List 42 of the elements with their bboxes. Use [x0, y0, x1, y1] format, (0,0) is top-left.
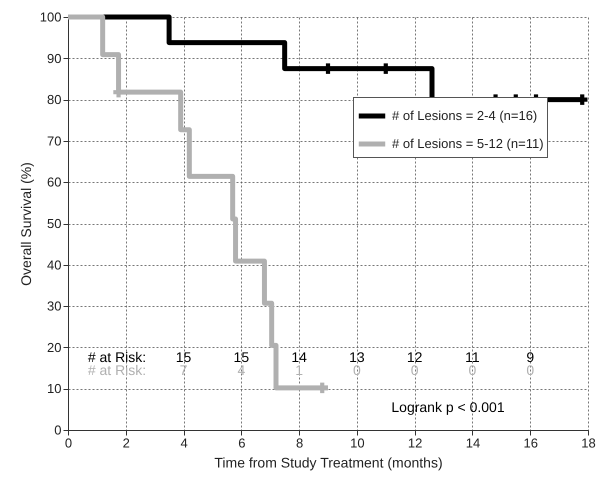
x-tick-label: 0 — [64, 436, 72, 450]
annotation: 7 — [180, 362, 188, 378]
annotation: 4 — [237, 362, 246, 378]
y-tick-label: 60 — [47, 174, 62, 190]
annotation: 15 — [176, 349, 192, 365]
annotation: Logrank p < 0.001 — [391, 399, 505, 415]
annotation: 1 — [295, 362, 304, 378]
annotation: 0 — [410, 362, 419, 378]
x-tick-label: 2 — [122, 436, 130, 450]
annotation: 14 — [291, 349, 308, 365]
annotation: 0 — [526, 362, 534, 378]
legend-label: # of Lesions = 2-4 (n=16) — [392, 108, 538, 123]
annotation: 9 — [526, 349, 534, 365]
x-tick-label: 10 — [350, 436, 365, 450]
x-tick-label: 18 — [581, 436, 596, 450]
y-tick-label: 80 — [47, 92, 62, 108]
y-axis-title: Overall Survival (%) — [18, 162, 34, 286]
x-tick-label: 4 — [180, 436, 188, 450]
annotation: 12 — [406, 349, 423, 365]
x-tick-label: 14 — [466, 436, 480, 450]
annotation: 13 — [349, 349, 365, 365]
y-tick-label: 0 — [54, 422, 62, 438]
annotation: # at Risk: — [88, 362, 146, 378]
x-axis-title: Time from Study Treatment (months) — [214, 454, 443, 470]
x-tick-label: 6 — [238, 436, 246, 450]
y-tick-label: 90 — [47, 50, 62, 66]
y-tick-label: 50 — [47, 216, 62, 231]
y-tick-label: 70 — [47, 133, 62, 148]
annotation: 0 — [468, 362, 477, 378]
annotation: 0 — [352, 362, 361, 378]
x-tick-label: 12 — [408, 436, 422, 450]
legend-label: # of Lesions = 5-12 (n=11) — [392, 136, 544, 151]
y-tick-label: 40 — [47, 257, 62, 272]
y-tick-label: 100 — [40, 10, 62, 24]
annotation: # at Risk: — [88, 349, 146, 365]
x-tick-label: 8 — [296, 436, 304, 450]
y-tick-label: 30 — [47, 298, 62, 314]
y-tick-label: 20 — [47, 340, 62, 355]
y-tick-label: 10 — [47, 381, 62, 396]
annotation: 15 — [234, 349, 250, 365]
annotation: 11 — [465, 349, 480, 365]
x-tick-label: 16 — [523, 436, 538, 450]
